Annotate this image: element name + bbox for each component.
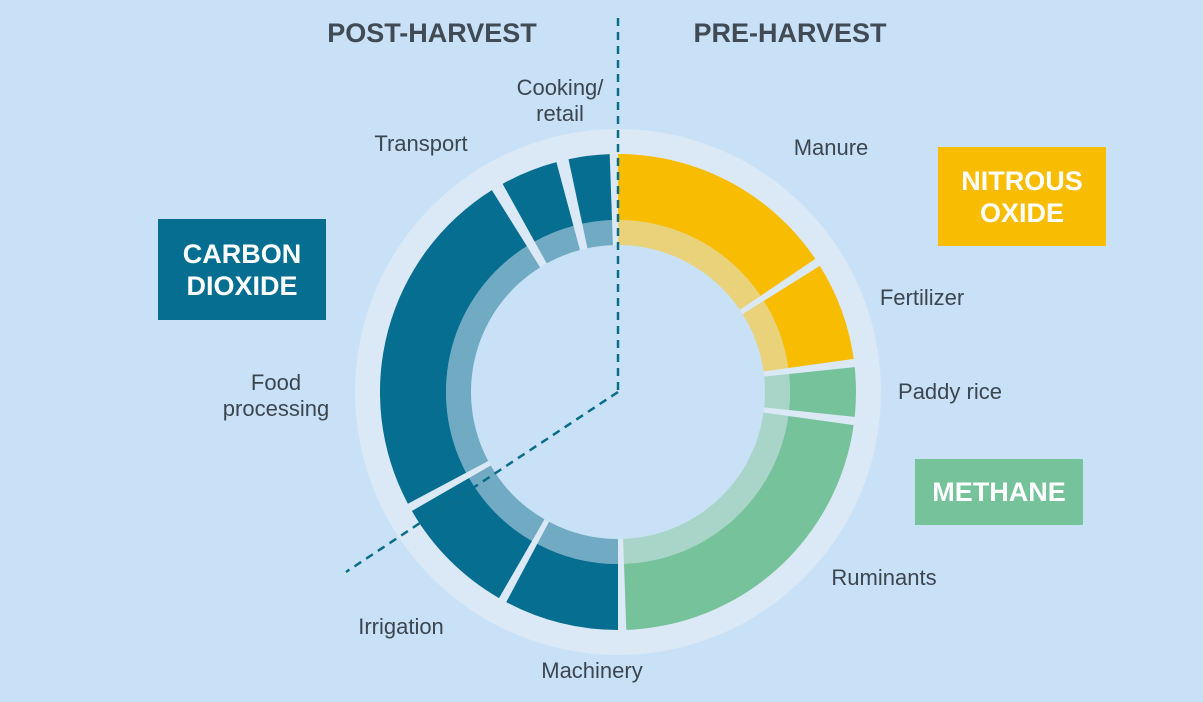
slice-transport	[502, 162, 574, 242]
slice-inner-manure	[618, 220, 761, 310]
slice-label-cooking-retail: Cooking/retail	[517, 75, 605, 126]
slice-label-fertilizer: Fertilizer	[880, 285, 964, 310]
header-post-harvest: POST-HARVEST	[327, 18, 537, 48]
slice-label-food-processing: Food processing	[223, 370, 329, 421]
slice-label-transport: Transport	[374, 131, 467, 156]
slice-inner-cooking-retail	[582, 220, 613, 249]
slice-label-machinery: Machinery	[541, 658, 642, 683]
slice-machinery	[506, 543, 618, 630]
slice-label-manure: Manure	[794, 135, 869, 160]
slice-inner-fertilizer	[742, 300, 789, 372]
gas-box-text-nitrous-oxide: NITROUS OXIDE	[961, 166, 1083, 228]
slice-inner-machinery	[537, 521, 618, 564]
header-pre-harvest: PRE-HARVEST	[693, 18, 887, 48]
slice-fertilizer	[763, 265, 854, 369]
slice-labels: Manure Fertilizer Paddy rice Ruminants M…	[223, 75, 1002, 683]
gas-box-carbon-dioxide	[158, 219, 326, 320]
slice-manure	[618, 154, 816, 296]
slice-label-paddy-rice: Paddy rice	[898, 379, 1002, 404]
separator-lines	[345, 18, 620, 574]
slice-food-processing	[380, 190, 527, 504]
slice-cooking-retail	[568, 154, 612, 224]
gas-boxes: NITROUS OXIDE METHANE CARBON DIOXIDE	[158, 147, 1106, 525]
gas-box-nitrous-oxide	[938, 147, 1106, 246]
slice-inner-paddy-rice	[764, 374, 790, 410]
gas-box-methane	[915, 459, 1083, 525]
slice-label-ruminants: Ruminants	[831, 565, 936, 590]
slice-ruminants	[624, 415, 854, 630]
slice-inner-food-processing	[445, 246, 541, 473]
gas-box-text-carbon-dioxide: CARBON DIOXIDE	[183, 239, 302, 301]
gas-box-text-methane: METHANE	[932, 477, 1066, 507]
slice-label-irrigation: Irrigation	[358, 614, 444, 639]
slice-inner-irrigation	[469, 465, 545, 541]
slice-paddy-rice	[789, 367, 857, 417]
slice-inner-ruminants	[623, 412, 789, 564]
slice-inner-transport	[534, 225, 580, 264]
diagonal-divider	[345, 390, 619, 574]
